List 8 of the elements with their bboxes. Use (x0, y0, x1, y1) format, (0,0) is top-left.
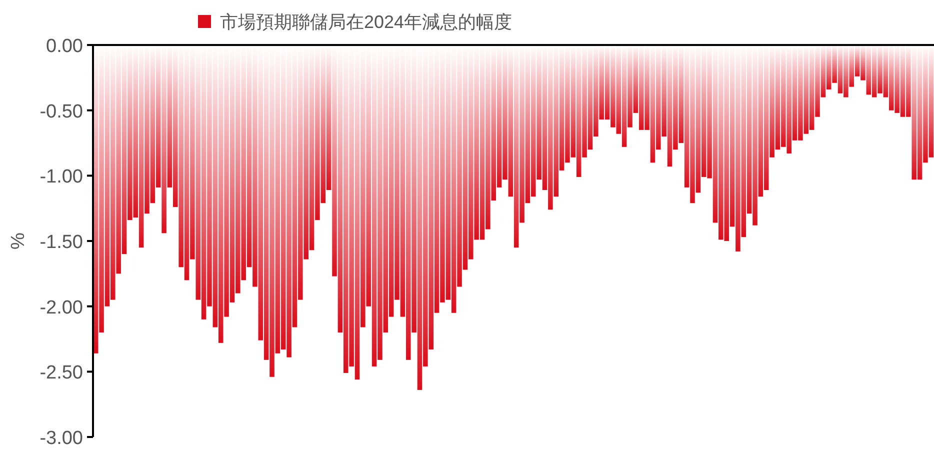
y-tick-label: -1.50 (40, 232, 83, 253)
y-tick-label: -3.00 (40, 428, 83, 449)
y-tick-label: 0.00 (46, 36, 83, 57)
y-tick-label: -0.50 (40, 101, 83, 122)
y-axis-title: % (8, 232, 29, 250)
y-tick-label: -1.00 (40, 166, 83, 188)
y-tick-label: -2.50 (40, 362, 83, 384)
y-tick-label: -2.00 (40, 297, 83, 318)
